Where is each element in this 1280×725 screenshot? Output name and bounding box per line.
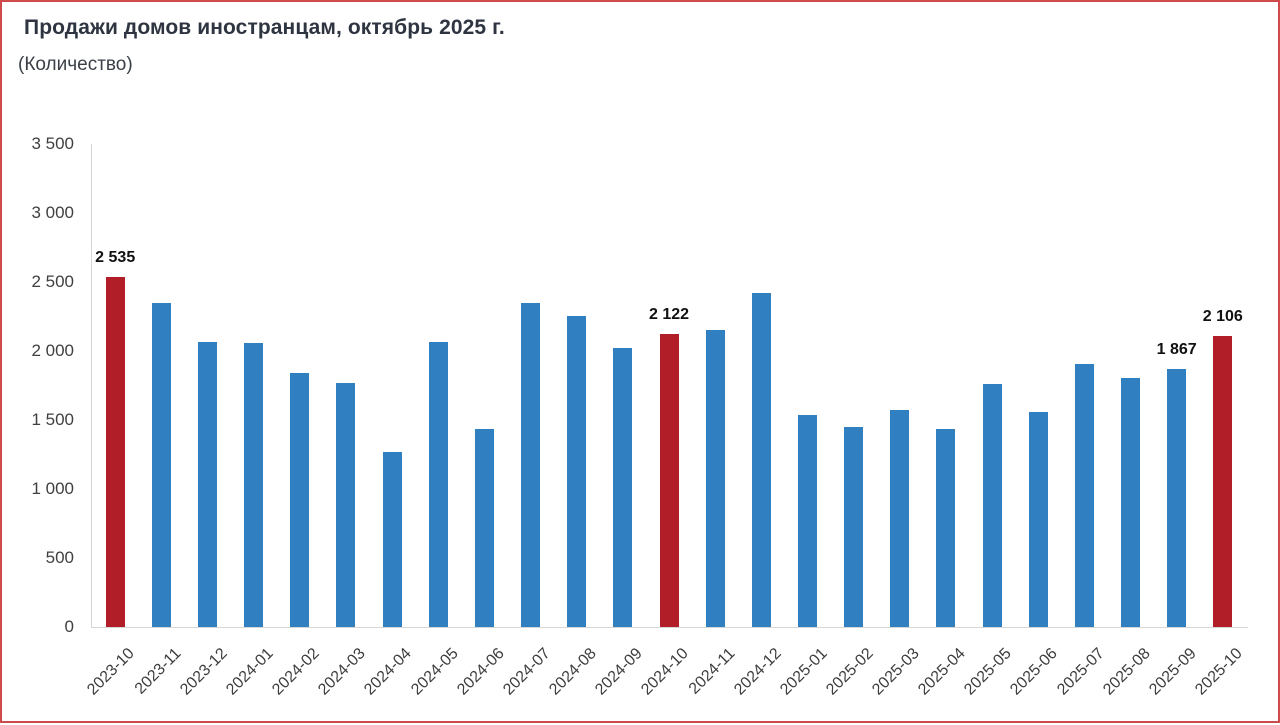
- plot-area: 2 535 2 122 1 867 2 106: [91, 144, 1248, 628]
- bar-2025-01: [797, 414, 817, 627]
- x-tick-label: 2024-02: [269, 645, 323, 699]
- y-axis: 3 500 3 000 2 500 2 000 1 500 1 000 500 0: [2, 134, 74, 644]
- bar-value-label-2024-10: 2 122: [648, 306, 690, 324]
- bar-value-label-2025-09: 1 867: [1156, 341, 1197, 359]
- x-tick-label: 2025-08: [1099, 645, 1154, 699]
- x-tick-label: 2025-02: [823, 645, 877, 699]
- bar-2024-10: [659, 334, 679, 627]
- x-tick-label: 2024-05: [407, 645, 462, 699]
- x-tick-label: 2024-10: [638, 645, 693, 699]
- y-tick-label: 2 500: [31, 272, 74, 291]
- x-tick-label: 2024-06: [453, 645, 508, 699]
- bar-2025-02: [844, 426, 864, 627]
- bar-2024-06: [474, 428, 494, 627]
- x-tick-label: 2024-11: [685, 645, 739, 698]
- y-tick-label: 3 000: [31, 203, 74, 222]
- x-tick-label: 2023-10: [84, 645, 139, 699]
- bar-2024-09: [613, 347, 633, 627]
- x-tick-label: 2024-07: [500, 645, 554, 699]
- bar-2024-02: [290, 373, 310, 627]
- x-tick-label: 2024-12: [730, 645, 785, 699]
- x-tick-label: 2024-03: [315, 645, 369, 699]
- x-tick-label: 2024-08: [546, 645, 600, 699]
- x-tick-label: 2023-12: [176, 645, 231, 699]
- bar-value-label-2025-10: 2 106: [1202, 308, 1243, 326]
- bar-2024-01: [244, 342, 264, 627]
- x-tick-label: 2025-05: [961, 645, 1016, 699]
- y-tick-label: 1 500: [31, 410, 74, 429]
- x-tick-label: 2025-09: [1146, 645, 1200, 699]
- bar-2025-07: [1074, 364, 1094, 627]
- bar-2024-03: [336, 382, 356, 627]
- bar-2025-09: [1167, 369, 1187, 627]
- chart-title: Продажи домов иностранцам, октябрь 2025 …: [24, 16, 505, 39]
- bar-2023-12: [198, 342, 217, 627]
- y-tick-label: 0: [64, 617, 74, 636]
- x-tick-label: 2025-04: [915, 645, 969, 699]
- bar-2025-06: [1028, 412, 1048, 627]
- x-tick-label: 2024-09: [592, 645, 646, 699]
- y-tick-label: 500: [45, 548, 74, 567]
- bar-2024-12: [751, 293, 771, 627]
- y-tick-label: 2 000: [31, 341, 74, 360]
- bar-2025-03: [890, 410, 910, 627]
- bar-2024-04: [382, 451, 402, 627]
- chart-subtitle: (Количество): [18, 54, 133, 75]
- y-tick-label: 3 500: [31, 134, 74, 153]
- x-tick-label: 2024-01: [223, 645, 277, 699]
- bar-2025-10: [1213, 336, 1233, 627]
- bar-2025-04: [936, 428, 956, 627]
- bar-2024-07: [521, 303, 541, 627]
- bar-2025-08: [1121, 377, 1140, 627]
- bar-2023-10: [105, 277, 125, 627]
- x-tick-label: 2024-04: [361, 645, 416, 699]
- bar-2024-11: [705, 330, 725, 627]
- bar-2024-05: [428, 342, 448, 627]
- x-tick-label: 2025-03: [869, 645, 923, 699]
- x-tick-label: 2025-06: [1007, 645, 1062, 699]
- bar-2025-05: [982, 383, 1002, 627]
- bar-2024-08: [567, 315, 587, 627]
- y-tick-label: 1 000: [31, 479, 74, 498]
- x-tick-label: 2025-01: [776, 645, 831, 699]
- x-axis: 2023-10 2023-11 2023-12 2024-01 2024-02 2024-…: [85, 627, 1247, 725]
- bar-value-label-2023-10: 2 535: [95, 249, 136, 267]
- x-tick-label: 2023-11: [131, 645, 185, 698]
- x-tick-label: 2025-10: [1192, 645, 1246, 699]
- x-tick-label: 2025-07: [1053, 645, 1108, 699]
- bar-2023-11: [151, 303, 171, 627]
